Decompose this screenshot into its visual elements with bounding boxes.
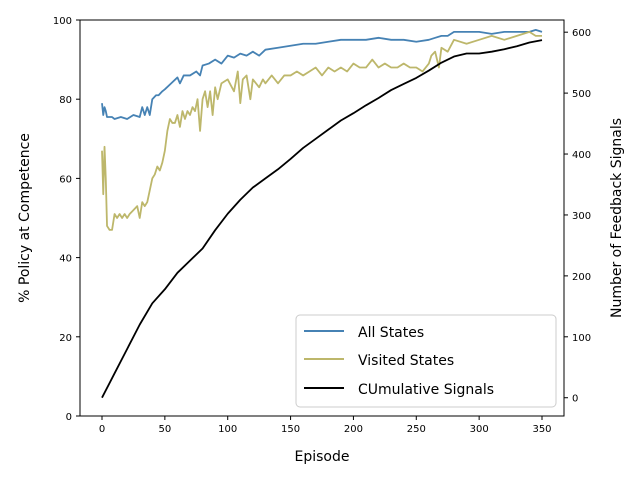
y-axis-left-ticks: 0 20 40 60 80 100 [53,16,80,423]
y-axis-right-ticks: 0 100 200 300 400 500 600 [564,28,591,405]
y-left-tick-label: 0 [66,412,72,423]
series-layer [101,28,543,399]
y-left-tick-label: 20 [59,333,72,344]
x-tick-label: 0 [99,424,105,435]
y-axis-left-title: % Policy at Competence [17,133,33,303]
series-line-all-states [101,28,543,120]
y-left-tick-label: 80 [59,95,72,106]
y-left-tick-label: 60 [59,174,72,185]
x-axis-title: Episode [295,449,350,465]
x-axis-ticks: 0 50 100 150 200 250 300 350 [99,416,552,435]
y-right-tick-label: 600 [572,28,591,39]
y-right-tick-label: 100 [572,333,591,344]
legend-box [295,314,557,408]
series-line-visited-states [101,30,542,231]
y-right-tick-label: 500 [572,89,591,100]
x-tick-label: 250 [407,424,426,435]
legend-label-cumulative-signals: CUmulative Signals [358,382,494,398]
y-right-tick-label: 400 [572,150,591,161]
x-tick-label: 50 [158,424,171,435]
series-line-cumulative-signals [101,39,543,399]
legend-label-all-states: All States [358,325,424,341]
plot-frame [79,19,565,417]
y-right-tick-label: 300 [572,211,591,222]
x-tick-label: 150 [281,424,300,435]
y-axis-right-title: Number of Feedback Signals [609,118,625,318]
y-left-tick-label: 100 [53,16,72,27]
x-tick-label: 300 [470,424,489,435]
x-tick-label: 200 [344,424,363,435]
x-tick-label: 100 [218,424,237,435]
y-right-tick-label: 0 [572,394,578,405]
y-left-tick-label: 40 [59,254,72,265]
legend-label-visited-states: Visited States [358,353,454,369]
legend: All States Visited States CUmulative Sig… [295,314,557,408]
x-tick-label: 350 [532,424,551,435]
y-right-tick-label: 200 [572,272,591,283]
